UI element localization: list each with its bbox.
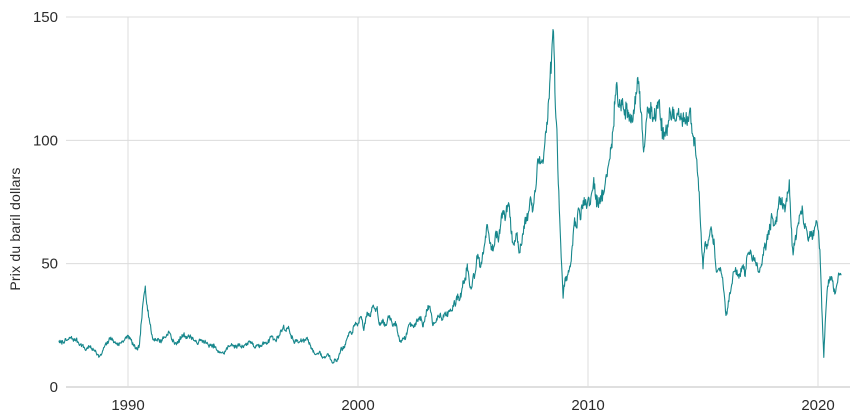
y-tick-label: 0 — [50, 379, 58, 396]
oil-price-series-line — [58, 28, 842, 364]
y-tick-label: 100 — [33, 132, 58, 149]
y-tick-label: 50 — [41, 256, 58, 273]
y-tick-label: 150 — [33, 9, 58, 26]
x-tick-label: 2000 — [341, 397, 374, 414]
x-tick-label: 1990 — [111, 397, 144, 414]
x-tick-label: 2020 — [801, 397, 834, 414]
x-tick-label: 2010 — [571, 397, 604, 414]
